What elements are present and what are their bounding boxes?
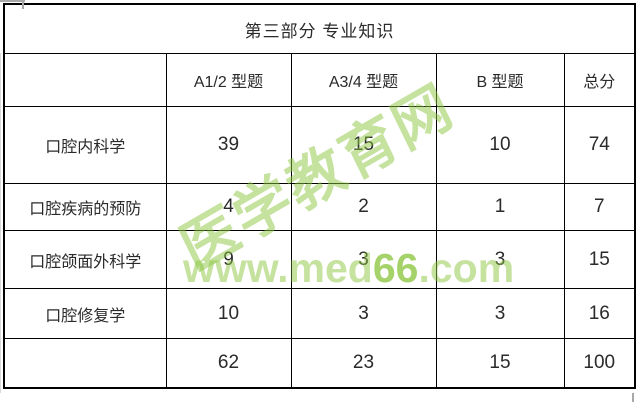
row-label [3,338,167,389]
cell-value: 3 [290,288,437,339]
exam-distribution-table: 第三部分 专业知识 A1/2 型题 A3/4 型题 B 型题 总分 口腔内科学 … [3,3,637,389]
cell-value: 74 [563,106,636,184]
cell-value: 10 [165,288,292,339]
header-cell-empty [3,53,167,107]
table-title: 第三部分 专业知识 [3,3,636,54]
row-label: 口腔颌面外科学 [3,230,167,289]
cell-value: 23 [290,338,437,389]
cell-value: 3 [290,230,437,289]
gridline-artifact-top [0,0,25,2]
header-cell-a12: A1/2 型题 [165,53,292,107]
cell-value: 1 [435,183,565,231]
table-row: 口腔修复学 10 3 3 16 [3,288,636,339]
cell-value: 3 [435,230,565,289]
cell-value: 10 [435,106,565,184]
table-row: 口腔内科学 39 15 10 74 [3,106,636,184]
row-label: 口腔修复学 [3,288,167,339]
cell-value: 7 [563,183,636,231]
table-header-row: A1/2 型题 A3/4 型题 B 型题 总分 [3,53,636,107]
header-cell-a34: A3/4 型题 [290,53,437,107]
row-label: 口腔内科学 [3,106,167,184]
table-row: 口腔疾病的预防 4 2 1 7 [3,183,636,231]
header-cell-total: 总分 [563,53,636,107]
cell-value: 15 [435,338,565,389]
cell-value: 4 [165,183,292,231]
gridline-artifact-left [0,53,1,393]
header-cell-b: B 型题 [435,53,565,107]
cell-value: 39 [165,106,292,184]
table-row: 口腔颌面外科学 9 3 3 15 [3,230,636,289]
cell-value: 16 [563,288,636,339]
gridline-artifact-bottom-right [632,393,634,402]
cell-value: 3 [435,288,565,339]
cell-value: 100 [563,338,636,389]
cell-value: 15 [563,230,636,289]
cell-value: 9 [165,230,292,289]
table-title-row: 第三部分 专业知识 [3,3,636,54]
cell-value: 15 [290,106,437,184]
row-label: 口腔疾病的预防 [3,183,167,231]
table-totals-row: 62 23 15 100 [3,338,636,389]
cell-value: 2 [290,183,437,231]
cell-value: 62 [165,338,292,389]
